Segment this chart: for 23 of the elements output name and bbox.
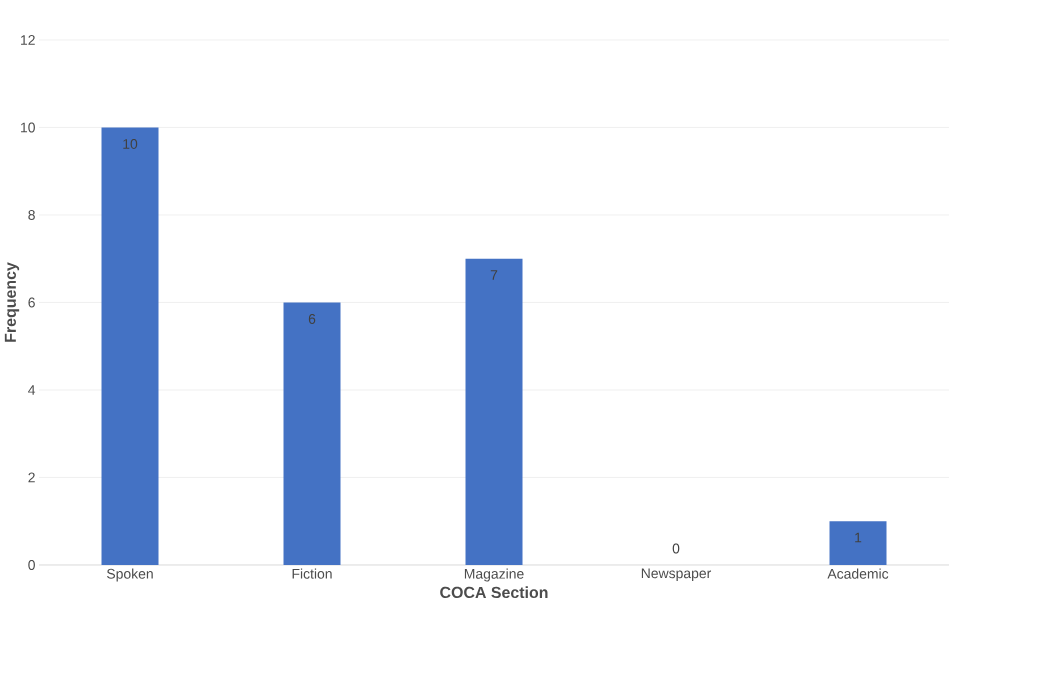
data-label: 0 bbox=[672, 543, 680, 554]
y-tick-label: 4 bbox=[28, 385, 36, 395]
data-label: 1 bbox=[855, 532, 862, 543]
x-tick-label: Newspaper bbox=[641, 568, 712, 581]
data-label: 6 bbox=[308, 313, 316, 324]
bar bbox=[829, 521, 887, 565]
y-tick-label: 2 bbox=[28, 472, 35, 483]
bar bbox=[465, 258, 523, 565]
data-label: 7 bbox=[490, 270, 498, 280]
y-tick-label: 8 bbox=[28, 210, 35, 220]
x-tick-label: Spoken bbox=[107, 568, 153, 582]
x-axis-title: COCA Section bbox=[440, 586, 548, 599]
y-tick-label: 12 bbox=[21, 35, 35, 45]
y-tick-label: 6 bbox=[28, 297, 35, 308]
y-tick-label: 10 bbox=[21, 122, 35, 133]
x-tick-label: Fiction bbox=[292, 568, 332, 579]
y-tick-label: 0 bbox=[28, 560, 35, 570]
bar bbox=[101, 127, 159, 565]
y-axis-title: Frequency bbox=[4, 262, 20, 342]
x-tick-label: Magazine bbox=[464, 568, 524, 582]
bar bbox=[283, 302, 341, 565]
x-tick-label: Academic bbox=[827, 568, 889, 579]
data-label: 10 bbox=[123, 138, 138, 149]
